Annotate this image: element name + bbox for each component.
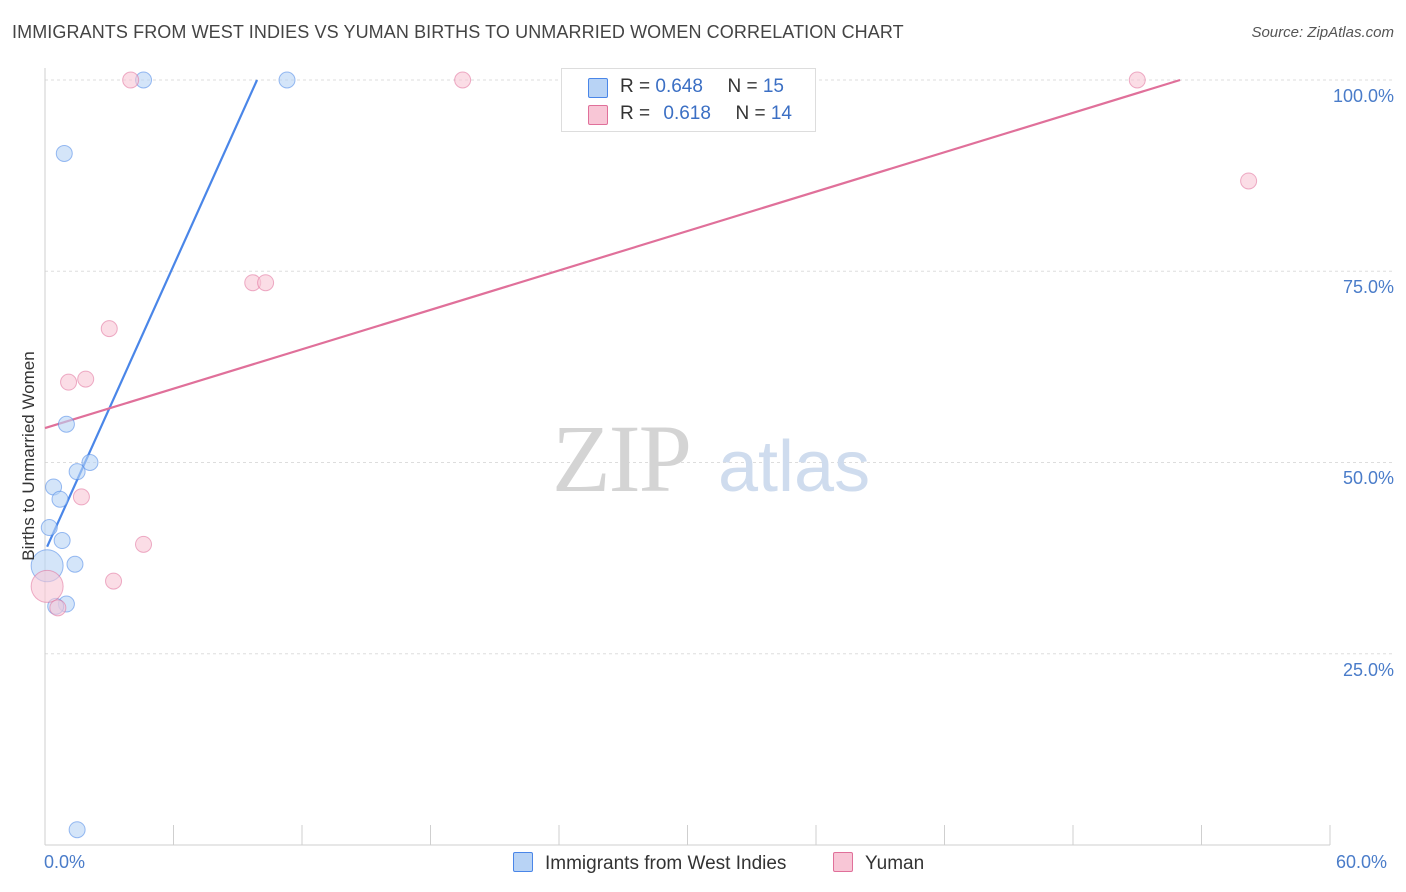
watermark-zip: ZIP [552,405,690,512]
legend-swatch-pink [588,105,608,125]
legend-n-label: N = [727,76,763,97]
y-axis-label: Births to Unmarried Women [19,351,38,561]
source-label: Source: ZipAtlas.com [1251,24,1394,41]
yuman-point [49,599,67,617]
west-indies-point [40,519,58,537]
yuman-point [454,71,472,89]
yuman-point [257,274,275,292]
west-indies-point [66,555,84,573]
west-indies-point [53,532,71,550]
legend-r-label: R = [620,76,656,97]
yuman-point [77,370,95,388]
y-tick-label: 75.0% [1342,277,1394,297]
legend-label: Immigrants from West Indies [545,853,787,874]
x-tick-label: 60.0% [1336,852,1388,872]
legend-r-value: 0.618 [663,103,711,124]
legend-swatch-blue [513,852,533,872]
yuman-point [1128,71,1146,89]
west-indies-point [278,71,296,89]
axes [44,68,1331,846]
y-tick-label: 50.0% [1342,468,1394,488]
legend-swatch-pink [833,852,853,872]
legend-n-value: 14 [770,103,792,124]
watermark: ZIP atlas [552,405,870,512]
y-tick-label: 25.0% [1342,660,1394,680]
west-indies-point [51,490,69,508]
watermark-atlas: atlas [718,427,870,507]
y-tick-label: 100.0% [1332,86,1394,106]
yuman-point [100,320,118,338]
legend-swatch-blue [588,78,608,98]
yuman-point [1240,172,1258,190]
yuman-trend-line [44,78,1181,430]
yuman-point [72,488,90,506]
yuman-point [122,71,140,89]
legend-n-value: 15 [762,76,784,97]
legend-item-yuman: Yuman [833,852,924,875]
stats-legend: R = 0.648 N = 15 R = 0.618 N = 14 [561,68,816,132]
legend-r-value: 0.648 [655,76,703,97]
west-indies-point [68,821,86,839]
legend-r-label: R = [620,103,656,124]
yuman-point [60,373,78,391]
legend-label: Yuman [865,853,925,874]
west-indies-point [57,415,75,433]
yuman-point [135,535,153,553]
data-points [30,71,1258,839]
chart-title: IMMIGRANTS FROM WEST INDIES VS YUMAN BIR… [12,22,904,42]
west-indies-point [81,454,99,471]
x-tick-label: 0.0% [44,852,86,872]
yuman-point [105,572,123,590]
legend-item-west-indies: Immigrants from West Indies [513,852,786,875]
yuman-point [30,569,64,603]
west-indies-point [55,144,73,162]
legend-n-label: N = [735,103,771,124]
west-indies-point [68,463,86,481]
